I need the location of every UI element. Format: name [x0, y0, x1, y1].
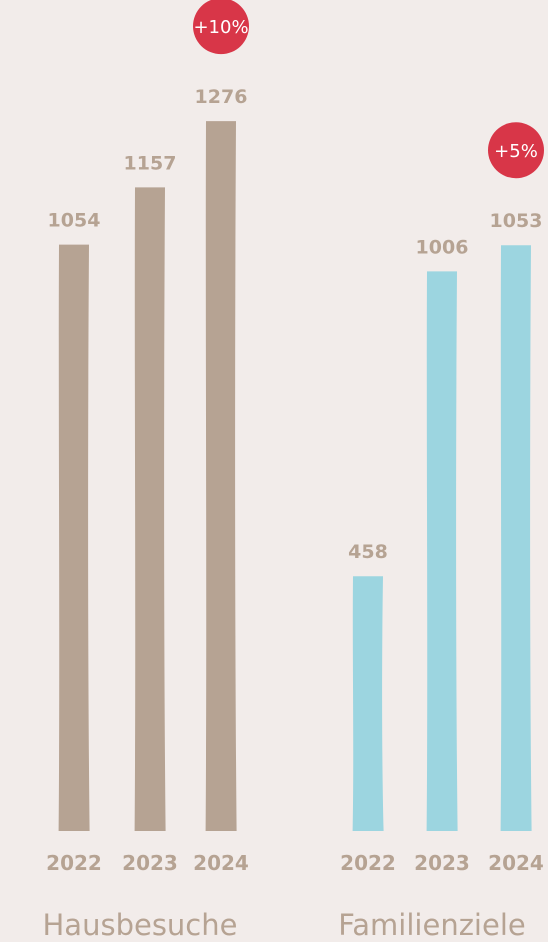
bar-2023: [426, 271, 458, 832]
tick-label: 2023: [122, 851, 178, 875]
tick-label: 2024: [488, 851, 544, 875]
chart-title: Familienziele: [338, 908, 525, 942]
tick-label: 2022: [46, 851, 102, 875]
change-badge: [488, 122, 544, 179]
value-label: 1054: [48, 210, 101, 232]
value-label: 1157: [124, 152, 177, 174]
bar-2023: [134, 187, 166, 831]
change-badge-label: +5%: [494, 141, 538, 162]
value-label: 458: [348, 541, 388, 563]
change-badge: [193, 0, 249, 55]
chart-title: Hausbesuche: [43, 908, 238, 942]
bar-2024: [205, 121, 237, 832]
bar-2022: [58, 244, 90, 832]
bar-2022: [352, 576, 384, 831]
value-label: 1053: [490, 210, 543, 232]
tick-label: 2024: [193, 851, 249, 875]
change-badge-label: +10%: [193, 17, 248, 38]
value-label: 1276: [195, 86, 248, 108]
tick-label: 2023: [414, 851, 470, 875]
bar-2024: [500, 245, 532, 832]
value-label: 1006: [416, 236, 469, 258]
tick-label: 2022: [340, 851, 396, 875]
